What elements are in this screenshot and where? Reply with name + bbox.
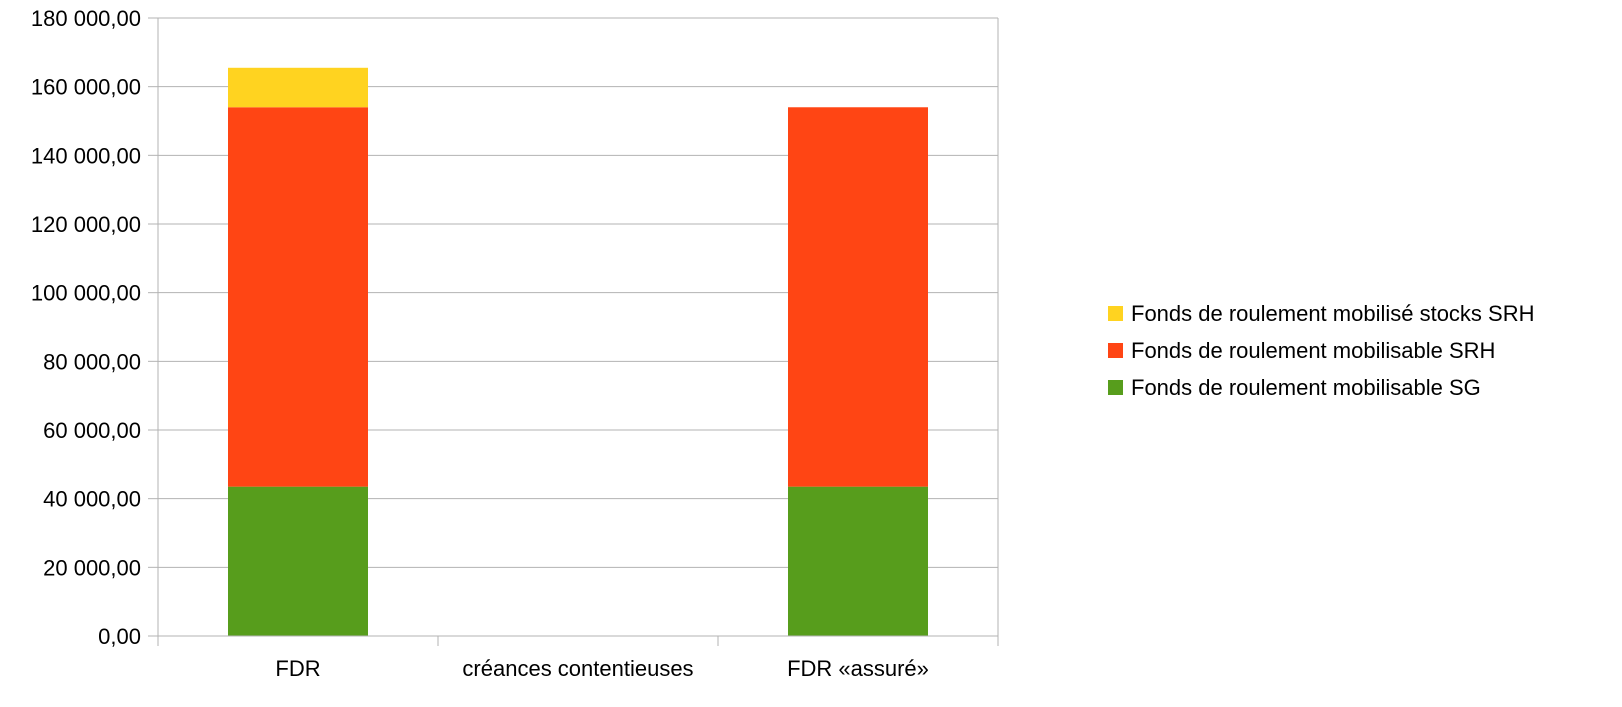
bar-segment bbox=[228, 486, 368, 636]
y-tick-label: 120 000,00 bbox=[31, 212, 141, 237]
x-tick-label: FDR «assuré» bbox=[787, 656, 929, 681]
y-tick-label: 140 000,00 bbox=[31, 143, 141, 168]
y-tick-label: 180 000,00 bbox=[31, 6, 141, 31]
y-tick-label: 100 000,00 bbox=[31, 281, 141, 306]
bar-segment bbox=[788, 486, 928, 636]
y-axis: 0,00 20 000,00 40 000,00 60 000,00 80 000,00… bbox=[31, 6, 159, 649]
x-tick-label: FDR bbox=[275, 656, 320, 681]
y-tick-label: 160 000,00 bbox=[31, 75, 141, 100]
x-axis: FDR créances contentieuses FDR «assuré» bbox=[157, 635, 999, 681]
y-tick-label: 60 000,00 bbox=[43, 418, 141, 443]
legend-item: Fonds de roulement mobilisable SRH bbox=[1108, 332, 1535, 369]
y-tick-label: 0,00 bbox=[98, 624, 141, 649]
y-tick-label: 80 000,00 bbox=[43, 349, 141, 374]
legend-swatch bbox=[1108, 306, 1123, 321]
legend-label: Fonds de roulement mobilisable SRH bbox=[1131, 337, 1496, 363]
y-tick-label: 40 000,00 bbox=[43, 487, 141, 512]
legend-item: Fonds de roulement mobilisé stocks SRH bbox=[1108, 295, 1535, 332]
legend-swatch bbox=[1108, 380, 1123, 395]
y-tick-label: 20 000,00 bbox=[43, 555, 141, 580]
legend-label: Fonds de roulement mobilisable SG bbox=[1131, 374, 1481, 400]
bar-segment bbox=[788, 107, 928, 487]
bars bbox=[228, 67, 928, 636]
legend: Fonds de roulement mobilisé stocks SRH Fo… bbox=[1108, 295, 1535, 406]
legend-label: Fonds de roulement mobilisé stocks SRH bbox=[1131, 300, 1535, 326]
legend-swatch bbox=[1108, 343, 1123, 358]
x-tick-label: créances contentieuses bbox=[462, 656, 693, 681]
bar-segment bbox=[228, 107, 368, 487]
bar-segment bbox=[228, 67, 368, 108]
legend-item: Fonds de roulement mobilisable SG bbox=[1108, 369, 1535, 406]
